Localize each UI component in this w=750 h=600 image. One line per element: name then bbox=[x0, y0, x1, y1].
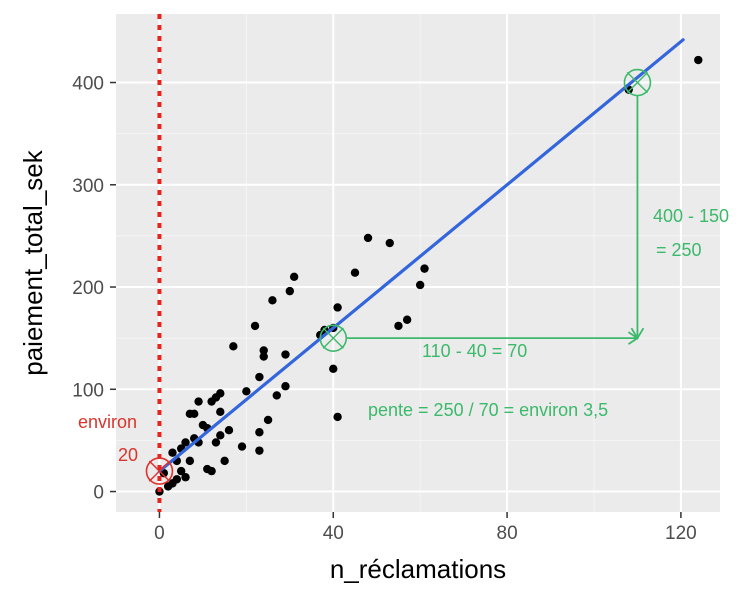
data-point bbox=[237, 442, 247, 451]
regression-line-group bbox=[157, 38, 685, 473]
data-point bbox=[259, 346, 268, 355]
data-point bbox=[168, 448, 177, 457]
data-point bbox=[224, 425, 234, 435]
plot-panel bbox=[116, 14, 720, 512]
data-point bbox=[350, 268, 360, 277]
y-tick-label: 400 bbox=[72, 74, 104, 95]
data-point bbox=[181, 473, 190, 482]
data-point bbox=[242, 387, 251, 396]
vertical-change-label-line1: 400 - 150 bbox=[653, 206, 729, 226]
data-point bbox=[190, 409, 199, 419]
data-point bbox=[285, 286, 295, 296]
data-point bbox=[385, 238, 394, 248]
data-point bbox=[211, 438, 221, 447]
data-point bbox=[216, 431, 225, 440]
data-point bbox=[172, 475, 182, 484]
data-point bbox=[281, 350, 290, 359]
data-point bbox=[207, 466, 216, 476]
data-point bbox=[402, 315, 412, 324]
intercept-marker-circle bbox=[145, 457, 174, 485]
vertical-change-label-line2: = 250 bbox=[656, 240, 702, 260]
data-point bbox=[272, 391, 281, 400]
intercept-marker bbox=[145, 457, 174, 485]
data-point bbox=[255, 372, 264, 382]
data-point bbox=[259, 352, 268, 361]
slope-label: pente = 250 / 70 = environ 3,5 bbox=[368, 400, 608, 420]
y-tick-label: 300 bbox=[72, 176, 104, 197]
data-point bbox=[289, 272, 299, 282]
annotations bbox=[145, 14, 652, 512]
regression-line bbox=[157, 38, 685, 473]
data-point bbox=[216, 389, 225, 398]
data-point bbox=[176, 466, 186, 476]
x-tick-label: 0 bbox=[154, 523, 165, 544]
horizontal-change-label: 110 - 40 = 70 bbox=[422, 341, 527, 361]
y-tick-label: 0 bbox=[93, 483, 104, 504]
data-point bbox=[420, 264, 429, 273]
data-point bbox=[194, 397, 203, 406]
data-point bbox=[333, 303, 342, 312]
y-tick-label: 200 bbox=[72, 278, 104, 299]
x-tick-label: 80 bbox=[497, 523, 518, 544]
data-point bbox=[394, 321, 403, 331]
vertical-arrow-head bbox=[630, 327, 645, 340]
intercept-label-line2: 20 bbox=[118, 445, 138, 465]
point-two-marker-cross-b bbox=[626, 71, 649, 94]
point-one-marker-cross-b bbox=[322, 327, 344, 349]
x-tick-labels: 0 40 80 120 bbox=[154, 523, 697, 544]
data-point bbox=[363, 233, 373, 243]
data-point bbox=[216, 407, 225, 416]
x-axis-title: n_réclamations bbox=[330, 554, 506, 584]
x-tick-label: 40 bbox=[323, 523, 344, 544]
data-point bbox=[281, 382, 290, 391]
intercept-label-line1: environ bbox=[78, 412, 137, 432]
data-point bbox=[181, 438, 190, 447]
data-point bbox=[263, 415, 273, 425]
y-axis-title: paiement_total_sek bbox=[18, 149, 48, 375]
data-points bbox=[155, 55, 703, 496]
data-point bbox=[255, 428, 264, 437]
data-point bbox=[333, 412, 342, 422]
data-point bbox=[329, 364, 338, 374]
data-point bbox=[185, 456, 195, 466]
data-point bbox=[268, 296, 277, 305]
data-point bbox=[694, 55, 703, 65]
axis-ticks bbox=[110, 81, 682, 518]
intercept-marker-cross-b bbox=[148, 460, 171, 482]
data-point bbox=[255, 446, 264, 455]
y-tick-labels: 0 100 200 300 400 bbox=[72, 74, 104, 504]
x-tick-label: 120 bbox=[665, 523, 697, 544]
data-point bbox=[415, 280, 425, 290]
data-point bbox=[229, 342, 238, 351]
data-point bbox=[250, 321, 260, 331]
data-point bbox=[220, 456, 229, 466]
y-tick-label: 100 bbox=[72, 380, 104, 401]
